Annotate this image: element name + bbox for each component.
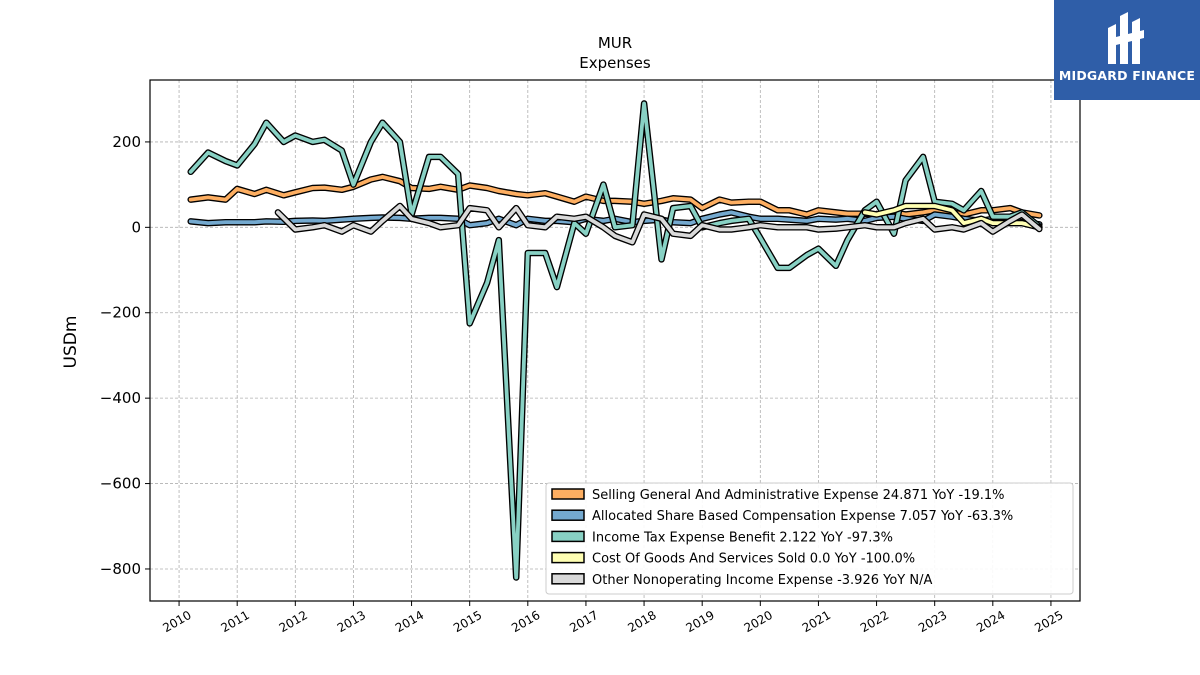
chart-subtitle: Expenses [579,54,651,72]
x-tick-label: 2025 [1032,608,1065,635]
y-tick-label: −400 [100,389,141,407]
series-2 [187,100,1043,581]
x-tick-label: 2014 [393,608,426,635]
legend-label: Other Nonoperating Income Expense -3.926… [592,573,932,588]
y-axis: 200 0 −200 −400 −600 −800 [100,133,150,578]
legend-swatch [551,573,585,585]
legend-swatch [551,488,585,500]
x-tick-label: 2023 [916,608,949,635]
x-tick-label: 2024 [974,608,1007,635]
legend-label: Cost Of Goods And Services Sold 0.0 YoY … [592,552,915,567]
series-0 [187,173,1043,219]
legend-label: Income Tax Expense Benefit 2.122 YoY -97… [592,530,893,545]
legend-swatch [551,530,585,543]
x-axis: 2010 2011 2012 2013 2014 2015 2016 2017 2018 2019… [160,601,1066,635]
y-tick-label: −800 [100,560,141,578]
legend: Selling General And Administrative Expen… [545,482,1074,595]
x-tick-label: 2011 [218,608,251,635]
x-tick-label: 2021 [800,608,833,635]
x-tick-label: 2019 [683,608,716,635]
y-tick-label: −600 [100,475,141,493]
legend-swatch [551,509,585,521]
x-tick-label: 2020 [742,608,775,635]
x-tick-label: 2017 [567,608,600,635]
series-4 [274,202,1043,246]
series-line [188,174,1042,218]
y-tick-label: 0 [131,218,141,236]
y-tick-label: −200 [100,304,141,322]
series-line [188,101,1042,580]
chart-title: MUR [598,34,632,52]
x-tick-label: 2010 [160,608,193,635]
series-line [275,204,1042,245]
y-axis-label: USDm [61,316,81,369]
legend-swatch [551,551,585,564]
midgard-logo-icon [1108,12,1144,64]
brand-logo: MIDGARD FINANCE [1054,0,1200,100]
y-tick-label: 200 [112,133,141,151]
plot-frame [149,79,1081,602]
x-tick-label: 2012 [277,608,310,635]
x-tick-label: 2016 [509,608,542,635]
series-line-outline [187,173,1043,219]
x-tick-label: 2013 [335,608,368,635]
brand-name: MIDGARD FINANCE [1058,68,1196,83]
x-tick-label: 2018 [625,608,658,635]
legend-box [545,482,1074,595]
x-tick-label: 2015 [451,608,484,635]
legend-label: Selling General And Administrative Expen… [592,488,1005,503]
series-layer [187,100,1043,581]
x-tick-label: 2022 [858,608,891,635]
legend-label: Allocated Share Based Compensation Expen… [592,509,1013,524]
